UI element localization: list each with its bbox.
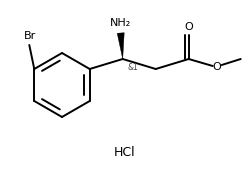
Text: &1: &1 [128, 62, 138, 71]
Text: O: O [184, 22, 193, 32]
Text: O: O [212, 62, 221, 72]
Text: NH₂: NH₂ [110, 18, 131, 28]
Text: HCl: HCl [114, 147, 136, 160]
Polygon shape [117, 33, 124, 59]
Text: Br: Br [24, 31, 36, 41]
